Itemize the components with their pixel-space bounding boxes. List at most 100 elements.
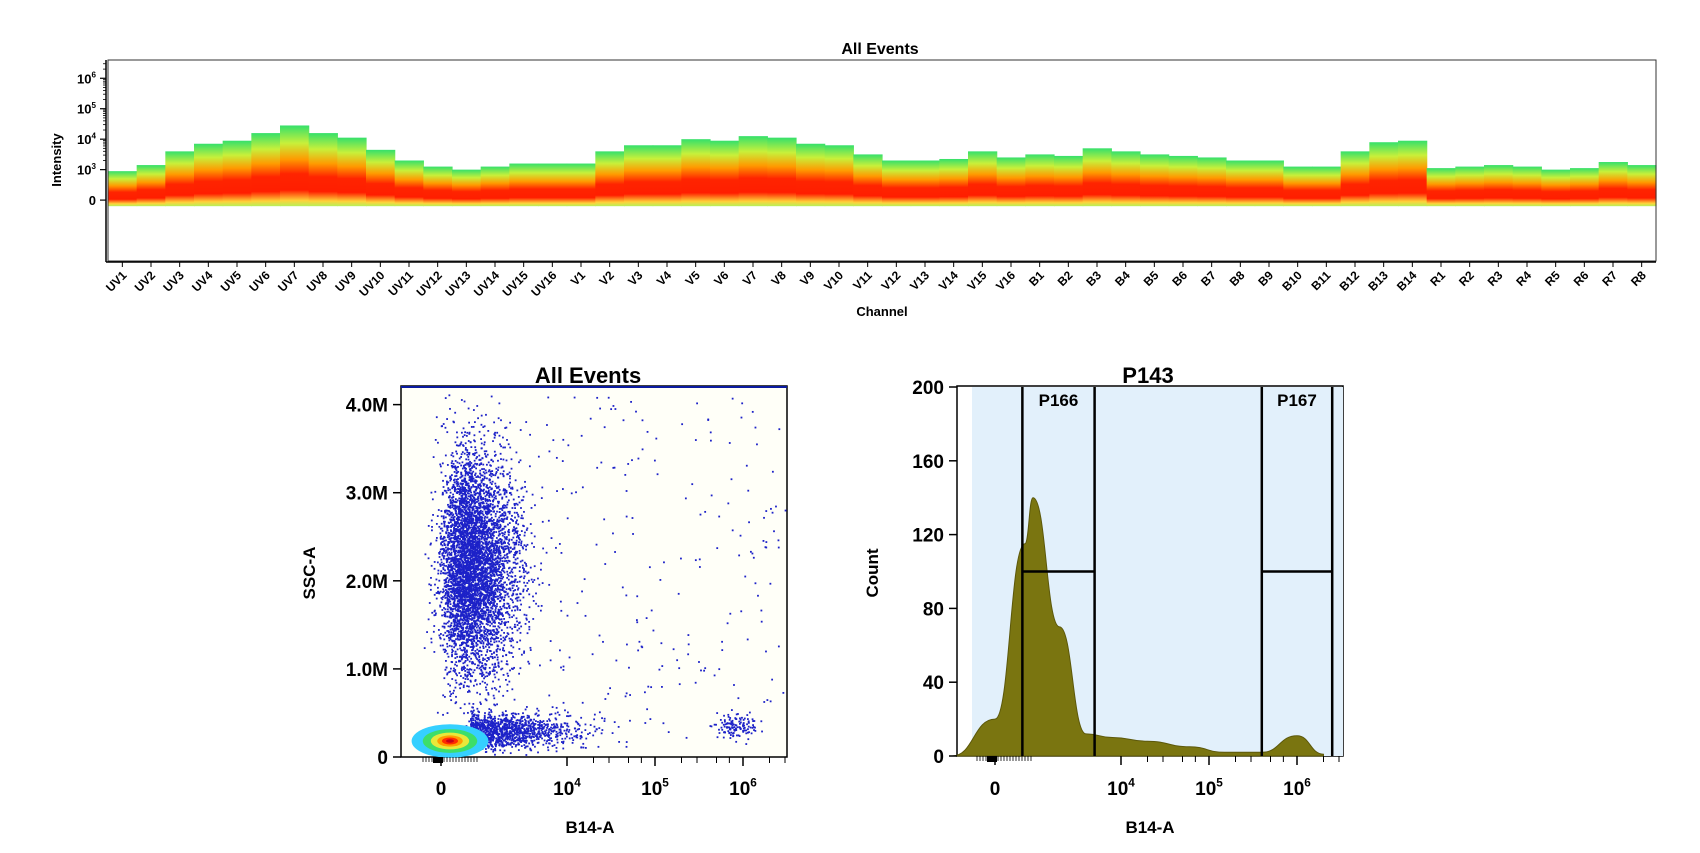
dot-plot-event bbox=[484, 499, 487, 501]
dot-plot-event bbox=[468, 476, 471, 479]
dot-plot-event bbox=[498, 588, 501, 591]
dot-plot-event bbox=[464, 647, 466, 650]
dot-plot-event bbox=[473, 500, 476, 503]
dot-plot-event bbox=[466, 657, 469, 660]
dot-plot-event bbox=[504, 504, 507, 507]
dot-plot-event bbox=[490, 510, 493, 512]
spectrum-x-tick-label: UV15 bbox=[500, 268, 531, 299]
dot-plot-event bbox=[474, 623, 477, 625]
dot-plot-event bbox=[491, 579, 494, 581]
dot-plot-event bbox=[479, 580, 482, 583]
dot-plot-event bbox=[491, 470, 494, 472]
dot-plot-event bbox=[490, 537, 493, 540]
dot-plot-event bbox=[508, 528, 510, 531]
dot-plot-event bbox=[481, 585, 483, 588]
dot-plot-event bbox=[508, 483, 510, 486]
dot-plot-event bbox=[474, 594, 476, 597]
dot-plot-event bbox=[452, 483, 455, 486]
dot-plot-event bbox=[489, 551, 492, 554]
dot-plot-event bbox=[463, 434, 466, 437]
dot-plot-event bbox=[459, 589, 462, 592]
dot-plot-event bbox=[473, 620, 475, 622]
dot-plot-event bbox=[489, 603, 491, 606]
dot-plot-event bbox=[453, 550, 455, 553]
dot-plot-event bbox=[464, 629, 467, 632]
dot-plot-event bbox=[450, 521, 452, 523]
dot-plot-event bbox=[479, 472, 482, 475]
dot-plot-event bbox=[451, 460, 454, 463]
dot-plot-event bbox=[481, 576, 484, 578]
dot-plot-event bbox=[467, 508, 469, 510]
dot-plot-event bbox=[461, 467, 464, 470]
dot-plot-event bbox=[445, 635, 448, 637]
dot-plot-event bbox=[464, 474, 467, 477]
dot-plot-event bbox=[489, 624, 492, 627]
dot-plot-event bbox=[469, 460, 471, 463]
dot-plot-event bbox=[457, 478, 459, 480]
dot-plot-event bbox=[498, 576, 500, 579]
dot-plot-event bbox=[473, 625, 475, 628]
spectrum-cell-uv14 bbox=[480, 166, 510, 207]
dot-plot-event bbox=[474, 474, 476, 476]
dot-plot-event bbox=[449, 553, 452, 555]
dot-plot-event bbox=[512, 584, 515, 587]
dot-plot-event bbox=[470, 574, 473, 577]
dot-plot-event bbox=[468, 613, 471, 616]
dot-plot-event bbox=[485, 636, 488, 639]
dot-plot-event bbox=[439, 590, 442, 593]
dot-plot-event bbox=[463, 598, 466, 601]
dot-plot-event bbox=[459, 511, 462, 513]
dot-plot-event bbox=[491, 618, 494, 621]
dot-plot-event bbox=[519, 429, 522, 431]
dot-plot-event bbox=[437, 586, 439, 589]
spectrum-cell-b5 bbox=[1140, 154, 1170, 207]
dot-plot-event bbox=[513, 623, 516, 626]
dot-plot-event bbox=[498, 507, 501, 510]
dot-plot-event bbox=[470, 594, 473, 597]
dot-plot-event bbox=[466, 497, 469, 500]
dot-plot-event bbox=[502, 548, 505, 551]
dot-plot-event bbox=[483, 531, 486, 534]
dot-plot-event bbox=[535, 592, 537, 595]
dot-plot-event bbox=[529, 646, 532, 649]
dot-plot-event bbox=[474, 629, 477, 632]
dot-plot-event bbox=[497, 661, 500, 664]
dot-plot-event bbox=[464, 575, 467, 577]
dot-plot-event bbox=[496, 510, 498, 513]
dot-plot-event bbox=[448, 513, 451, 516]
spectrum-x-tick-label: UV10 bbox=[356, 268, 387, 299]
dot-plot-event bbox=[482, 617, 485, 620]
dot-plot-event bbox=[475, 554, 478, 557]
dot-plot-event bbox=[469, 463, 471, 466]
dot-plot-event bbox=[470, 550, 473, 552]
dot-plot-event bbox=[497, 608, 500, 611]
dot-plot-event bbox=[513, 561, 516, 564]
dot-plot-event bbox=[453, 556, 456, 559]
spectrum-x-tick-label: V8 bbox=[769, 268, 790, 289]
dot-plot-event bbox=[469, 559, 472, 561]
dot-plot-event bbox=[498, 640, 501, 643]
dot-plot-event bbox=[468, 501, 471, 504]
dot-plot-event bbox=[461, 607, 464, 610]
dot-plot-event bbox=[464, 513, 467, 516]
dot-plot-event bbox=[515, 543, 517, 546]
dot-plot-event bbox=[488, 528, 491, 531]
dot-plot-event bbox=[476, 691, 479, 694]
dot-plot-event bbox=[464, 561, 467, 564]
dot-plot-event bbox=[441, 625, 444, 628]
dot-plot-event bbox=[476, 516, 478, 519]
dot-plot-event bbox=[464, 601, 467, 604]
dot-plot-event bbox=[448, 620, 450, 623]
dot-plot-event bbox=[469, 600, 472, 603]
dot-plot-event bbox=[532, 595, 534, 598]
dot-plot-event bbox=[467, 463, 469, 466]
dot-plot-event bbox=[477, 576, 480, 579]
dot-plot-event bbox=[500, 445, 503, 448]
dot-plot-event bbox=[514, 479, 517, 482]
dot-plot-event bbox=[487, 492, 490, 495]
dot-plot-event bbox=[467, 606, 469, 608]
dot-plot-event bbox=[501, 509, 504, 512]
dot-plot-event bbox=[449, 502, 452, 504]
dot-plot-event bbox=[482, 579, 484, 582]
dot-plot-event bbox=[454, 465, 457, 468]
